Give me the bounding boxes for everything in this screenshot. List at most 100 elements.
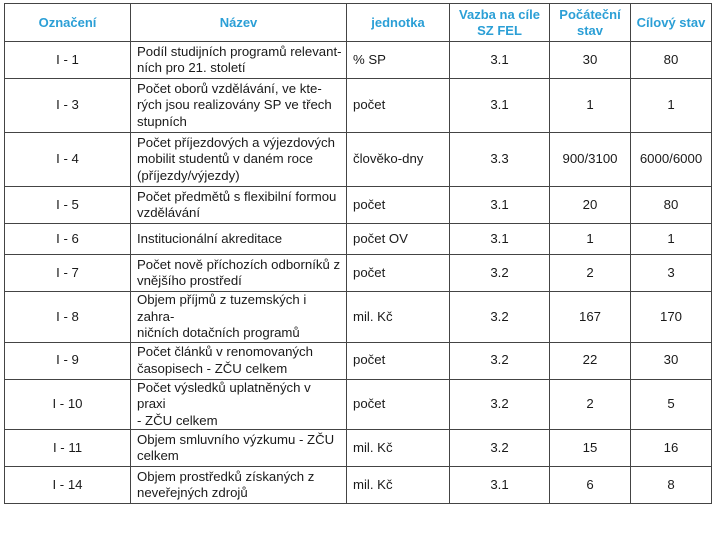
cell-jednotka: počet [346, 254, 450, 292]
cell-cilovy: 1 [630, 223, 712, 255]
cell-vazba: 3.1 [449, 78, 550, 133]
table-row: I - 5 Počet předmětů s flexibilní formou v… [4, 186, 712, 224]
cell-jednotka: člověko-dny [346, 132, 450, 187]
cell-pocatecni: 2 [549, 378, 631, 430]
cell-pocatecni: 30 [549, 41, 631, 79]
cell-vazba: 3.2 [449, 341, 550, 380]
cell-vazba: 3.2 [449, 378, 550, 430]
cell-nazev-line: Podíl studijních programů relevant- [137, 43, 342, 59]
header-row: Označení Název jednotka Vazba na cíle SZ… [4, 3, 712, 42]
cell-nazev: Počet nově příchozích odborníků z vnějšíh… [130, 254, 347, 292]
cell-nazev-line: Počet oborů vzdělávání, ve kte- [137, 80, 322, 96]
cell-nazev-line: Počet článků v renomovaných [137, 344, 313, 359]
cell-cilovy: 8 [630, 466, 712, 504]
cell-oznaceni: I - 7 [4, 254, 131, 292]
cell-pocatecni: 2 [549, 254, 631, 292]
cell-cilovy: 1 [630, 78, 712, 133]
cell-cilovy: 170 [630, 291, 712, 343]
cell-vazba: 3.1 [449, 41, 550, 79]
cell-jednotka: počet [346, 341, 450, 380]
cell-oznaceni: I - 10 [4, 378, 131, 430]
header-nazev: Název [130, 3, 347, 42]
cell-pocatecni: 22 [549, 341, 631, 380]
cell-jednotka: mil. Kč [346, 466, 450, 504]
header-jednotka: jednotka [346, 3, 450, 42]
cell-oznaceni: I - 9 [4, 341, 131, 380]
table-row: I - 8 Objem příjmů z tuzemských i zahra-n… [4, 291, 712, 343]
cell-cilovy: 30 [630, 341, 712, 380]
cell-nazev-line: Objem příjmů z tuzemských i zahra- [137, 292, 307, 324]
cell-cilovy: 16 [630, 429, 712, 467]
cell-pocatecni: 1 [549, 223, 631, 255]
cell-oznaceni: I - 5 [4, 186, 131, 224]
table-row: I - 11 Objem smluvního výzkumu - ZČU celke… [4, 429, 712, 467]
cell-oznaceni: I - 6 [4, 223, 131, 255]
cell-oznaceni: I - 1 [4, 41, 131, 79]
cell-vazba: 3.1 [449, 466, 550, 504]
cell-vazba: 3.1 [449, 223, 550, 255]
header-pocatecni-line1: Počáteční [559, 6, 621, 22]
cell-nazev: Počet oborů vzdělávání, ve kte-rých jsou… [130, 78, 347, 133]
cell-oznaceni: I - 14 [4, 466, 131, 504]
cell-nazev-line: ních pro 21. století [137, 60, 246, 75]
cell-nazev: Objem prostředků získaných z neveřejných … [130, 466, 347, 504]
table-row: I - 7 Počet nově příchozích odborníků z vn… [4, 254, 712, 292]
table-row: I - 10 Počet výsledků uplatněných v praxi… [4, 378, 712, 430]
cell-pocatecni: 20 [549, 186, 631, 224]
cell-nazev-line: Počet nově příchozích odborníků z [137, 256, 341, 272]
table-body: I - 1 Podíl studijních programů relevant-… [4, 41, 712, 504]
cell-cilovy: 5 [630, 378, 712, 430]
cell-jednotka: mil. Kč [346, 291, 450, 343]
table-row: I - 3 Počet oborů vzdělávání, ve kte-rých… [4, 78, 712, 133]
indicator-table: Označení Název jednotka Vazba na cíle SZ… [4, 3, 712, 504]
cell-pocatecni: 167 [549, 291, 631, 343]
cell-cilovy: 80 [630, 41, 712, 79]
cell-nazev: Institucionální akreditace [130, 223, 347, 255]
cell-nazev-line: Institucionální akreditace [137, 230, 283, 246]
cell-nazev: Počet výsledků uplatněných v praxi - ZČU … [130, 378, 347, 430]
cell-pocatecni: 1 [549, 78, 631, 133]
cell-nazev-line: stupních [137, 113, 187, 129]
cell-oznaceni: I - 11 [4, 429, 131, 467]
cell-nazev-line: Objem prostředků získaných z [137, 468, 315, 484]
cell-pocatecni: 6 [549, 466, 631, 504]
cell-nazev: Podíl studijních programů relevant-ních … [130, 41, 347, 79]
table-row: I - 9 Počet článků v renomovaných časopise… [4, 341, 712, 380]
table-row: I - 6 Institucionální akreditace počet OV 3… [4, 223, 712, 255]
cell-nazev: Objem smluvního výzkumu - ZČU celkem [130, 429, 347, 467]
cell-cilovy: 80 [630, 186, 712, 224]
cell-cilovy: 6000/6000 [630, 132, 712, 187]
cell-nazev-line: (příjezdy/výjezdy) [137, 167, 240, 183]
cell-jednotka: počet [346, 378, 450, 430]
cell-pocatecni: 15 [549, 429, 631, 467]
cell-nazev-line: ničních dotačních programů [137, 325, 300, 340]
cell-nazev-line: celkem [137, 448, 179, 463]
cell-nazev: Počet článků v renomovaných časopisech - … [130, 341, 347, 380]
cell-nazev-line: vnějšího prostředí [137, 273, 242, 288]
cell-nazev: Počet předmětů s flexibilní formou vzdělá… [130, 186, 347, 224]
cell-nazev-line: časopisech - ZČU celkem [137, 360, 288, 376]
table-row: I - 1 Podíl studijních programů relevant-… [4, 41, 712, 79]
header-vazba: Vazba na cíle SZ FEL [449, 3, 550, 42]
cell-oznaceni: I - 8 [4, 291, 131, 343]
cell-vazba: 3.2 [449, 291, 550, 343]
header-pocatecni-line2: stav [576, 22, 604, 38]
cell-oznaceni: I - 4 [4, 132, 131, 187]
cell-vazba: 3.3 [449, 132, 550, 187]
cell-jednotka: počet [346, 78, 450, 133]
table-row: I - 14 Objem prostředků získaných z neveře… [4, 466, 712, 504]
cell-nazev-line: mobilit studentů v daném roce [137, 151, 313, 167]
cell-jednotka: počet OV [346, 223, 450, 255]
cell-cilovy: 3 [630, 254, 712, 292]
cell-nazev: Počet příjezdových a výjezdových mobilit … [130, 132, 347, 187]
cell-vazba: 3.1 [449, 186, 550, 224]
header-cilovy: Cílový stav [630, 3, 712, 42]
cell-nazev-line: Objem smluvního výzkumu - ZČU [137, 431, 335, 447]
cell-oznaceni: I - 3 [4, 78, 131, 133]
table-header: Označení Název jednotka Vazba na cíle SZ… [4, 3, 712, 42]
cell-vazba: 3.2 [449, 429, 550, 467]
cell-nazev-line: neveřejných zdrojů [137, 485, 248, 500]
cell-nazev-line: - ZČU celkem [137, 412, 218, 428]
cell-vazba: 3.2 [449, 254, 550, 292]
